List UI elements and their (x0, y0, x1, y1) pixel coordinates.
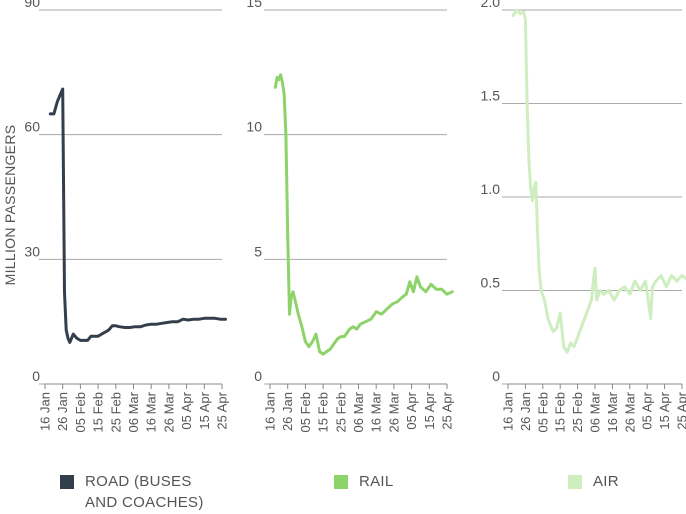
y-axis-label: MILLION PASSENGERS (2, 125, 18, 286)
y-tick-label: 0 (254, 368, 262, 384)
y-tick-label: 15 (246, 0, 262, 10)
x-tick-label: 26 Jan (280, 392, 295, 431)
x-tick-label: 26 Mar (161, 391, 176, 432)
x-tick-label: 15 Apr (197, 391, 212, 429)
x-tick-label: 05 Apr (404, 391, 419, 429)
x-tick-label: 26 Jan (55, 392, 70, 431)
x-tick-label: 05 Feb (535, 392, 550, 432)
y-tick-label: 5 (254, 243, 262, 259)
x-tick-label: 26 Jan (518, 392, 533, 431)
x-tick-label: 15 Feb (91, 392, 106, 432)
x-tick-label: 25 Feb (333, 392, 348, 432)
y-tick-label: 60 (24, 119, 40, 135)
x-tick-label: 25 Feb (108, 392, 123, 432)
x-tick-label: 06 Mar (588, 391, 603, 432)
series-line (273, 73, 454, 356)
legend-label: ROAD (BUSES AND COACHES) (85, 473, 204, 511)
x-tick-label: 15 Apr (657, 391, 672, 429)
x-tick-label: 15 Apr (422, 391, 437, 429)
y-tick-label: 90 (24, 0, 40, 10)
x-tick-label: 06 Mar (126, 391, 141, 432)
grid-layer (39, 9, 683, 389)
legend-item: AIR (568, 471, 619, 492)
legend-item: ROAD (BUSES AND COACHES) (60, 471, 204, 513)
y-tick-label: 30 (24, 243, 40, 259)
legend-swatch (334, 475, 348, 489)
x-tick-label: 25 Apr (675, 391, 686, 429)
x-tick-label: 26 Mar (386, 391, 401, 432)
x-tick-label: 15 Feb (553, 392, 568, 432)
line-layer (48, 8, 686, 356)
y-tick-label: 1.0 (481, 181, 501, 197)
y-tick-label: 0.5 (481, 275, 501, 291)
x-tick-label: 16 Mar (605, 391, 620, 432)
legend-label: AIR (593, 473, 619, 490)
legend-swatch (60, 475, 74, 489)
x-tick-label: 05 Apr (179, 391, 194, 429)
x-tick-label: 16 Mar (144, 391, 159, 432)
x-tick-label: 05 Apr (640, 391, 655, 429)
x-tick-label: 16 Jan (38, 392, 53, 431)
legend-item: RAIL (334, 471, 394, 492)
y-tick-label: 0 (32, 368, 40, 384)
x-tick-label: 16 Mar (369, 391, 384, 432)
x-tick-label: 06 Mar (351, 391, 366, 432)
x-tick-label: 05 Feb (73, 392, 88, 432)
series-line (48, 87, 227, 344)
y-tick-label: 0 (492, 368, 500, 384)
x-tick-label: 15 Feb (316, 392, 331, 432)
y-tick-label: 1.5 (481, 88, 501, 104)
x-tick-label: 25 Feb (570, 392, 585, 432)
legend-label: RAIL (359, 473, 394, 490)
legend-swatch (568, 475, 582, 489)
x-tick-label: 25 Apr (215, 391, 230, 429)
y-tick-label: 2.0 (481, 0, 501, 10)
y-tick-label: 10 (246, 119, 262, 135)
x-tick-label: 25 Apr (440, 391, 455, 429)
x-tick-label: 16 Jan (501, 392, 516, 431)
x-tick-label: 16 Jan (263, 392, 278, 431)
x-tick-label: 05 Feb (298, 392, 313, 432)
x-tick-label: 26 Mar (622, 391, 637, 432)
series-line (511, 8, 686, 354)
